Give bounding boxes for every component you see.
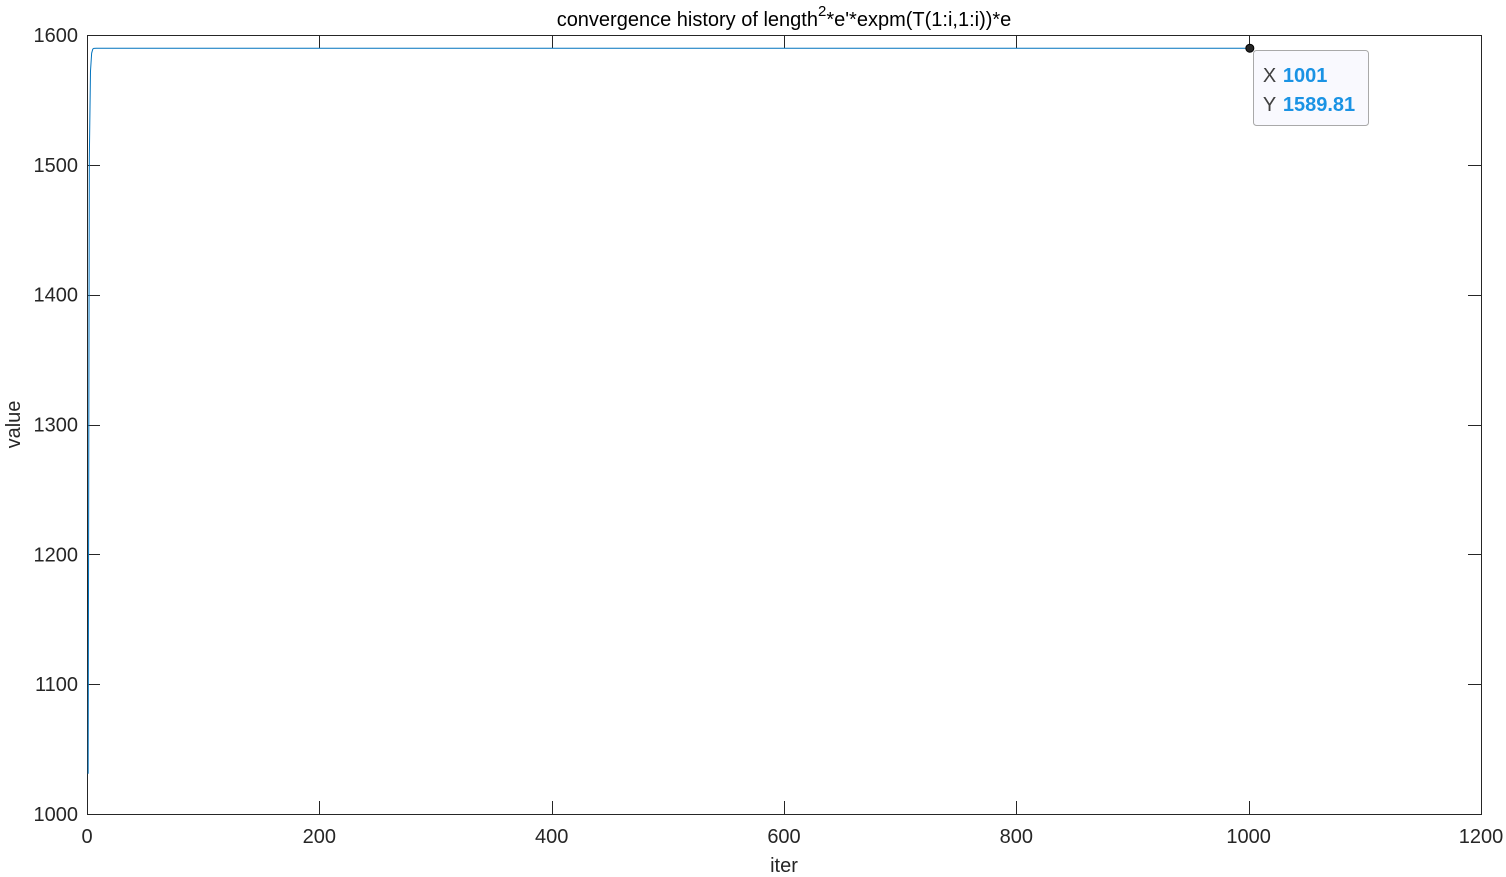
y-tick-label: 1100: [35, 674, 78, 696]
chart-title: convergence history of length2*e'*expm(T…: [557, 3, 1012, 31]
y-tick-label: 1000: [34, 804, 79, 826]
x-tick-label: 800: [1000, 826, 1033, 848]
axis-ticks: 0 200 400 600 800 1000 1200 1000 1100 1200 1300 140…: [34, 25, 1504, 848]
y-tick-label: 1400: [34, 285, 79, 307]
y-axis-label: value: [3, 401, 25, 449]
title-text-after: *e'*expm(T(1:i,1:i))*e: [826, 9, 1011, 31]
x-tick-label: 400: [535, 826, 568, 848]
x-tick-label: 1200: [1459, 826, 1504, 848]
x-tick-label: 200: [303, 826, 336, 848]
datatip-x-label: X: [1263, 65, 1276, 87]
data-series: [87, 47, 1250, 774]
datatip-x-value: 1001: [1283, 65, 1328, 87]
y-tick-label: 1200: [34, 544, 79, 566]
datatip[interactable]: X 1001 Y 1589.81: [1245, 43, 1369, 126]
y-tick-label: 1500: [34, 155, 79, 177]
title-text: convergence history of length: [557, 9, 818, 31]
x-tick-label: 600: [767, 826, 800, 848]
y-tick-label: 1600: [34, 25, 79, 47]
axes-plot-area[interactable]: [87, 35, 1482, 815]
datatip-marker[interactable]: [1245, 43, 1255, 53]
title-superscript: 2: [818, 3, 826, 20]
datatip-y-value: 1589.81: [1283, 94, 1355, 116]
data-line[interactable]: [87, 47, 1250, 774]
y-tick-label: 1300: [34, 415, 79, 437]
datatip-y-label: Y: [1263, 94, 1276, 116]
x-tick-label: 1000: [1226, 826, 1271, 848]
datatip-box[interactable]: [1253, 50, 1369, 126]
x-axis-label: iter: [770, 855, 798, 877]
x-tick-label: 0: [81, 826, 92, 848]
